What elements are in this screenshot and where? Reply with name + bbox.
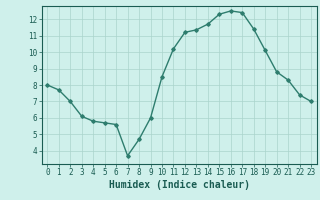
X-axis label: Humidex (Indice chaleur): Humidex (Indice chaleur) xyxy=(109,180,250,190)
